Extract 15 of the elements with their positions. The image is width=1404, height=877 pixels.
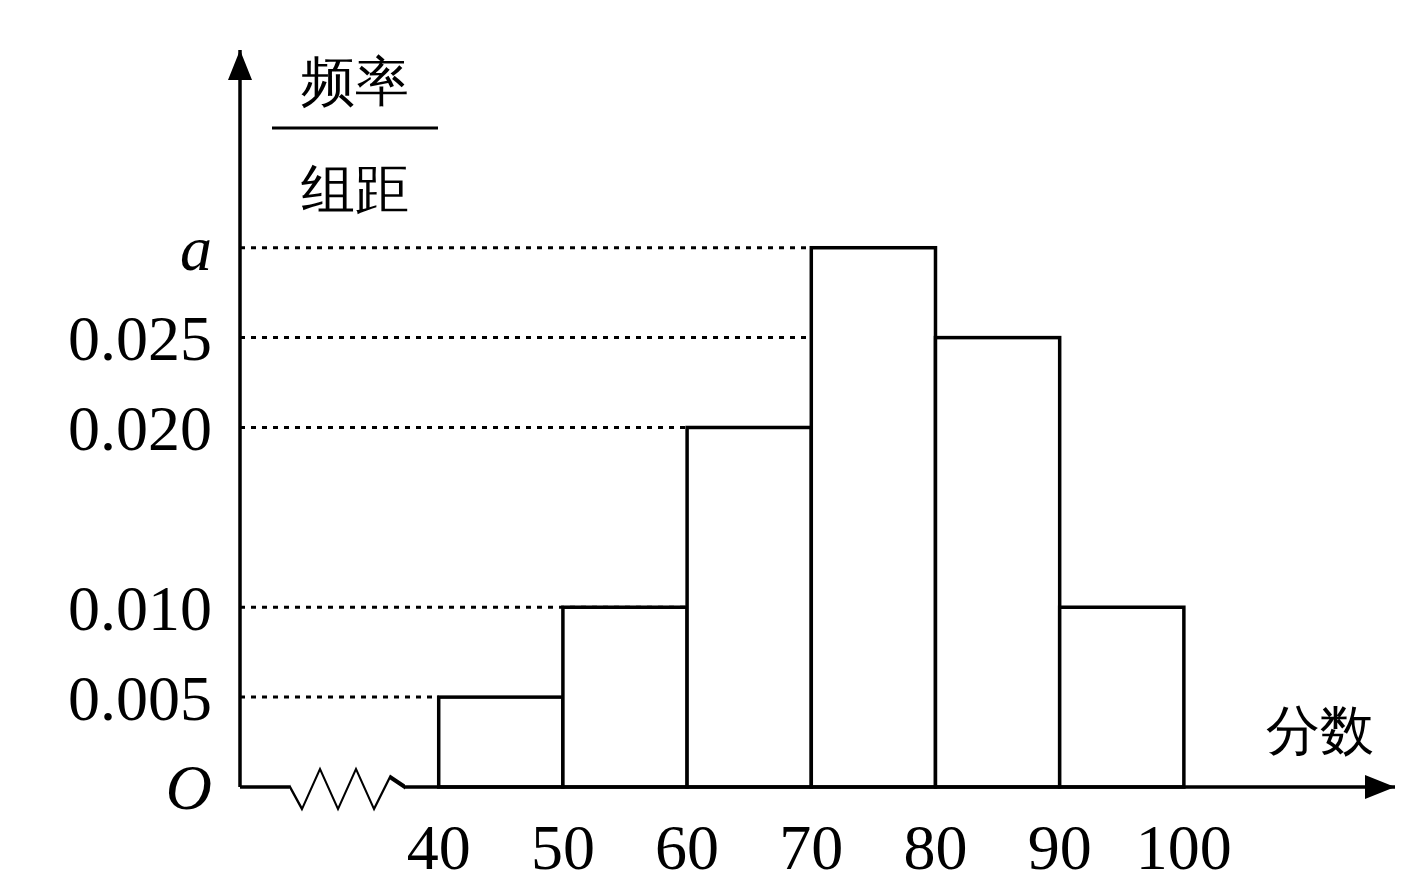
- x-tick-label: 40: [406, 812, 471, 877]
- y-tick-label: O: [165, 752, 212, 824]
- y-tick-label: 0.020: [68, 392, 212, 464]
- x-tick-label: 80: [903, 812, 968, 877]
- x-tick-label: 70: [779, 812, 844, 877]
- x-tick-label: 60: [655, 812, 720, 877]
- y-axis-title: 频率组距: [301, 50, 409, 221]
- x-tick-label: 90: [1027, 812, 1092, 877]
- y-tick-label: 0.025: [68, 303, 212, 375]
- x-tick-label: 50: [530, 812, 595, 877]
- x-tick-label: 100: [1135, 812, 1232, 877]
- y-tick-label: a: [180, 213, 212, 285]
- x-axis-title: 分数: [1266, 699, 1374, 762]
- y-tick-label: 0.010: [68, 572, 212, 644]
- y-tick-label: 0.005: [68, 662, 212, 734]
